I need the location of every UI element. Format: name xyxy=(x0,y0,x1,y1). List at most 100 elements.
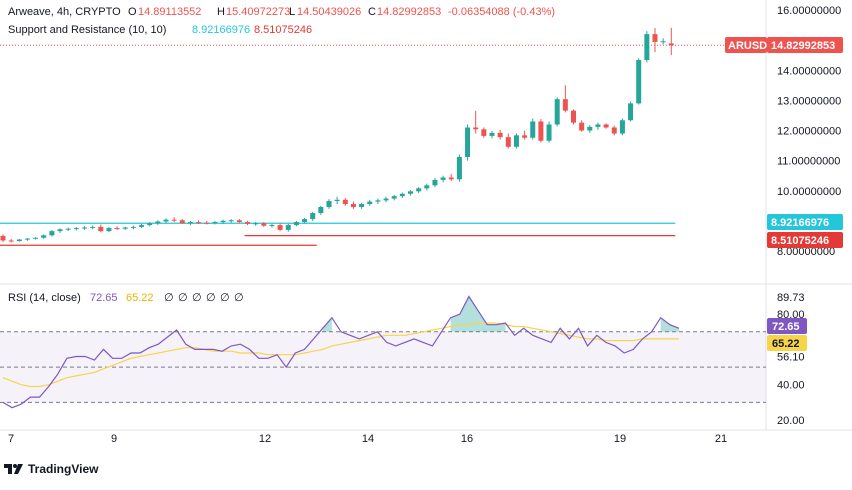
candle xyxy=(513,133,519,149)
candle xyxy=(130,225,136,230)
candle xyxy=(587,125,593,133)
candle xyxy=(367,199,373,206)
candle xyxy=(554,97,560,127)
candle xyxy=(375,198,381,205)
rsi-placeholder-4: ∅ xyxy=(206,292,216,304)
price-tick-label: 16.00000000 xyxy=(777,5,841,17)
candle xyxy=(408,190,413,196)
candle xyxy=(0,234,6,242)
candle xyxy=(424,183,430,191)
rsi-tick-label: 89.73 xyxy=(777,292,805,304)
resistance-tag-label: 8.92166976 xyxy=(771,217,829,229)
candle xyxy=(65,227,71,232)
candle xyxy=(611,125,617,136)
candle-body xyxy=(318,207,324,214)
candle xyxy=(456,154,462,182)
legend-low-label: L xyxy=(289,6,295,18)
candle xyxy=(522,130,528,140)
rsi-placeholder-1: ∅ xyxy=(164,292,174,304)
indicator-name: Support and Resistance (10, 10) xyxy=(8,24,166,36)
tradingview-icon xyxy=(4,464,23,474)
candle-body xyxy=(587,126,593,131)
time-tick-label: 7 xyxy=(8,433,14,445)
rsi-pane[interactable] xyxy=(0,295,766,409)
rsi-ma-value: 65.22 xyxy=(126,292,154,304)
candle xyxy=(90,225,96,230)
tradingview-name: TradingView xyxy=(28,462,99,476)
rsi-name: RSI (14, close) xyxy=(8,292,81,304)
candle-body xyxy=(16,239,22,242)
candle xyxy=(579,120,585,132)
candle-body xyxy=(98,226,104,232)
legend-close-label: C xyxy=(368,6,376,18)
candle xyxy=(383,196,389,203)
time-tick-label: 14 xyxy=(362,433,374,445)
price-tick-label: 10.00000000 xyxy=(777,186,841,198)
candle xyxy=(49,229,55,237)
candle-body xyxy=(473,127,479,130)
candle xyxy=(318,205,324,215)
axis-layer: 16.00000000 14.00000000 13.00000000 12.0000… xyxy=(8,5,841,445)
candle xyxy=(652,28,658,53)
legend-open-label: O xyxy=(128,6,137,18)
candle xyxy=(293,220,299,227)
legend-low-value: 14.50439026 xyxy=(297,6,361,18)
candle-body xyxy=(130,226,136,228)
price-pane[interactable] xyxy=(0,27,766,246)
candle-body xyxy=(505,137,511,147)
candle xyxy=(302,217,308,224)
candle xyxy=(326,199,332,209)
candle-body xyxy=(8,240,14,242)
grid-layer xyxy=(0,0,852,431)
price-tick-label: 8.00000000 xyxy=(777,246,835,258)
candle-body xyxy=(285,225,291,230)
last-price-tag: 14.82992853 xyxy=(767,37,843,53)
legend-open-value: 14.89113552 xyxy=(138,6,201,18)
candle xyxy=(432,178,438,188)
indicator-value-resistance: 8.92166976 xyxy=(192,24,250,36)
candle-body xyxy=(391,196,397,199)
candle-body xyxy=(497,132,503,138)
price-tick-label: 14.00000000 xyxy=(777,65,841,77)
candle xyxy=(636,58,642,105)
candle xyxy=(122,226,128,230)
candle-body xyxy=(489,132,495,136)
rsi-ma-tag: 65.22 xyxy=(767,335,807,351)
candle-body xyxy=(432,179,438,186)
candle-body xyxy=(277,225,283,230)
candle-body xyxy=(440,177,446,180)
candle xyxy=(359,202,365,209)
candle-body xyxy=(155,221,161,224)
candle xyxy=(82,226,87,230)
candle xyxy=(187,220,193,226)
candle-body xyxy=(0,235,6,241)
time-tick-label: 16 xyxy=(461,433,473,445)
candle xyxy=(497,129,503,140)
legend-symbol: Arweave, 4h, CRYPTO xyxy=(8,6,121,18)
resistance-tag: 8.92166976 xyxy=(767,214,843,230)
candle xyxy=(33,237,39,240)
tradingview-logo[interactable]: TradingView xyxy=(4,460,98,478)
candle-body xyxy=(619,120,625,134)
candle xyxy=(204,220,210,225)
candle-body xyxy=(163,219,169,222)
rsi-tick-label: 40.00 xyxy=(777,380,805,392)
candle-body xyxy=(326,200,332,208)
candle-body xyxy=(106,228,112,232)
candle-body xyxy=(562,99,568,111)
candle-body xyxy=(530,121,536,138)
candle-body xyxy=(90,226,96,228)
legend-high-label: H xyxy=(217,6,225,18)
candle xyxy=(473,110,479,134)
candle-body xyxy=(236,220,242,223)
candle xyxy=(562,85,568,113)
candle xyxy=(147,222,153,227)
legend-high-value: 15.40972273 xyxy=(226,6,290,18)
candle xyxy=(253,222,259,226)
candle-body xyxy=(293,222,299,226)
candle xyxy=(350,201,356,209)
candle-body xyxy=(571,110,576,123)
candle xyxy=(16,238,22,242)
